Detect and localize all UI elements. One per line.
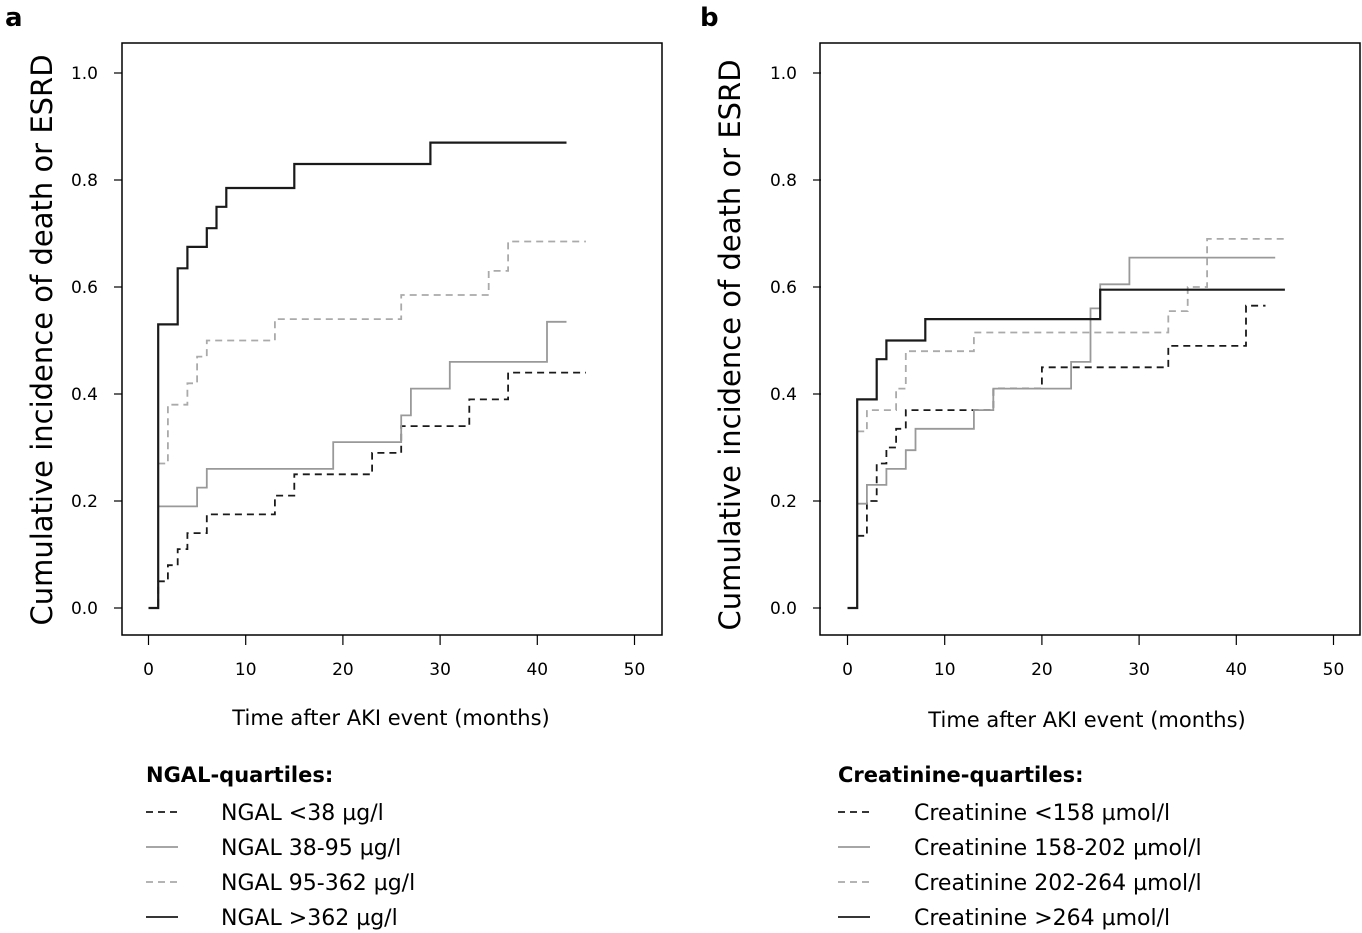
axis-ticks-b: 0 10 20 30 40 50 0.0 0.2 0.4 0.6 0.8 1.0 bbox=[770, 64, 1344, 680]
series-line bbox=[847, 288, 1285, 610]
series-line bbox=[857, 238, 1285, 433]
x-tick-label: 30 bbox=[429, 660, 451, 680]
y-tick-label: 1.0 bbox=[71, 64, 98, 84]
x-tick-label: 40 bbox=[1225, 660, 1247, 680]
x-axis-title-b: Time after AKI event (months) bbox=[927, 708, 1245, 732]
y-tick-label: 0.8 bbox=[71, 171, 98, 191]
y-tick-label: 0.8 bbox=[770, 171, 797, 191]
panel-a: a 0 10 20 30 40 50 0.0 0.2 0.4 0.6 0.8 1.0 Cumulati… bbox=[5, 3, 663, 931]
y-tick-label: 0.6 bbox=[71, 278, 98, 298]
x-tick-label: 50 bbox=[624, 660, 646, 680]
axis-ticks-a: 0 10 20 30 40 50 0.0 0.2 0.4 0.6 0.8 1.0 bbox=[71, 64, 645, 680]
legend-b: Creatinine-quartiles: Creatinine <158 µm… bbox=[838, 763, 1202, 931]
legend-label: Creatinine 158-202 µmol/l bbox=[914, 836, 1202, 861]
y-tick-label: 0.2 bbox=[71, 492, 98, 512]
x-tick-label: 10 bbox=[934, 660, 956, 680]
x-tick-label: 40 bbox=[526, 660, 548, 680]
x-tick-label: 0 bbox=[842, 660, 853, 680]
x-axis-title-a: Time after AKI event (months) bbox=[231, 706, 549, 730]
panel-label-a: a bbox=[5, 3, 23, 33]
legend-a: NGAL-quartiles: NGAL <38 µg/l NGAL 38-95 … bbox=[146, 763, 415, 931]
y-axis-title-a: Cumulative incidence of death or ESRD bbox=[25, 54, 59, 625]
y-tick-label: 1.0 bbox=[770, 64, 797, 84]
x-tick-label: 20 bbox=[332, 660, 354, 680]
panel-label-b: b bbox=[700, 3, 719, 33]
series-group-a bbox=[148, 141, 586, 610]
series-line bbox=[857, 304, 1266, 537]
y-tick-label: 0.6 bbox=[770, 278, 797, 298]
legend-label: NGAL 38-95 µg/l bbox=[221, 836, 401, 861]
series-line bbox=[148, 371, 586, 609]
x-tick-label: 10 bbox=[235, 660, 257, 680]
y-axis-title-b: Cumulative incidence of death or ESRD bbox=[713, 59, 747, 630]
legend-label: Creatinine >264 µmol/l bbox=[914, 906, 1170, 931]
y-tick-label: 0.0 bbox=[770, 599, 797, 619]
x-tick-label: 20 bbox=[1031, 660, 1053, 680]
panel-b: b 0 10 20 30 40 50 0.0 0.2 0.4 0.6 0.8 1.0 Cumulati… bbox=[700, 3, 1361, 931]
y-tick-label: 0.4 bbox=[770, 385, 797, 405]
x-tick-label: 0 bbox=[143, 660, 154, 680]
series-line bbox=[158, 240, 586, 465]
plot-frame-b bbox=[819, 42, 1361, 636]
x-tick-label: 30 bbox=[1128, 660, 1150, 680]
legend-label: NGAL 95-362 µg/l bbox=[221, 871, 415, 896]
y-tick-label: 0.0 bbox=[71, 599, 98, 619]
legend-label: NGAL >362 µg/l bbox=[221, 906, 398, 931]
plot-frame-a bbox=[121, 42, 663, 636]
legend-title-a: NGAL-quartiles: bbox=[146, 763, 333, 787]
legend-label: NGAL <38 µg/l bbox=[221, 801, 384, 826]
series-line bbox=[148, 141, 567, 610]
legend-items-a: NGAL <38 µg/l NGAL 38-95 µg/l NGAL 95-362 … bbox=[146, 801, 415, 931]
legend-label: Creatinine 202-264 µmol/l bbox=[914, 871, 1202, 896]
legend-label: Creatinine <158 µmol/l bbox=[914, 801, 1170, 826]
y-tick-label: 0.2 bbox=[770, 492, 797, 512]
x-tick-label: 50 bbox=[1323, 660, 1345, 680]
legend-items-b: Creatinine <158 µmol/l Creatinine 158-202… bbox=[838, 801, 1202, 931]
series-group-b bbox=[847, 238, 1285, 610]
series-line bbox=[857, 256, 1276, 505]
y-tick-label: 0.4 bbox=[71, 385, 98, 405]
legend-title-b: Creatinine-quartiles: bbox=[838, 763, 1084, 787]
series-line bbox=[158, 320, 567, 508]
